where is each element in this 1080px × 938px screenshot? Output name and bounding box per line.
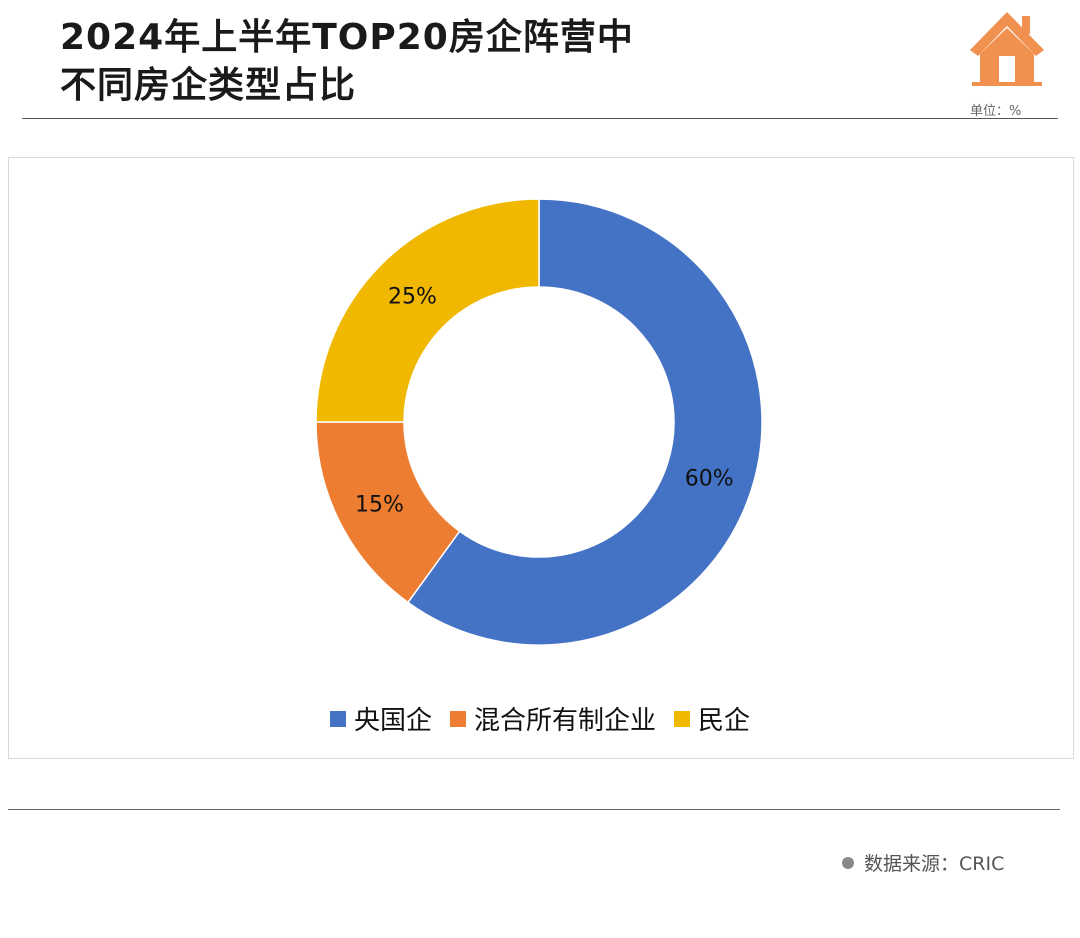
header-divider <box>22 118 1058 119</box>
chart-title-line1: 2024年上半年TOP20房企阵营中 <box>60 17 634 58</box>
legend-swatch <box>449 710 466 727</box>
data-source: 数据来源：CRIC <box>842 849 1004 876</box>
house-icon <box>970 12 1044 86</box>
unit-label: 单位：% <box>970 104 1022 119</box>
footer-divider <box>8 809 1060 810</box>
donut-slice <box>315 198 540 423</box>
donut-slice <box>406 198 763 646</box>
legend-item: 央国企 <box>329 700 432 737</box>
legend-label: 混合所有制企业 <box>473 706 656 736</box>
chart-legend: 央国企 混合所有制企业 民企 <box>0 700 1080 737</box>
legend-label: 民企 <box>698 706 751 736</box>
legend-label: 央国企 <box>353 706 432 736</box>
data-label: 15% <box>355 492 404 517</box>
data-label: 25% <box>388 284 437 309</box>
chart-title: 2024年上半年TOP20房企阵营中 不同房企类型占比 <box>60 14 634 110</box>
data-source-text: 数据来源：CRIC <box>864 853 1005 875</box>
bullet-icon <box>842 856 854 869</box>
data-label: 60% <box>685 466 734 491</box>
legend-swatch <box>329 710 346 727</box>
chart-title-line2: 不同房企类型占比 <box>60 65 357 106</box>
legend-swatch <box>674 710 690 727</box>
chart-panel <box>8 157 1074 759</box>
legend-item: 民企 <box>674 700 750 737</box>
legend-item: 混合所有制企业 <box>449 700 656 737</box>
